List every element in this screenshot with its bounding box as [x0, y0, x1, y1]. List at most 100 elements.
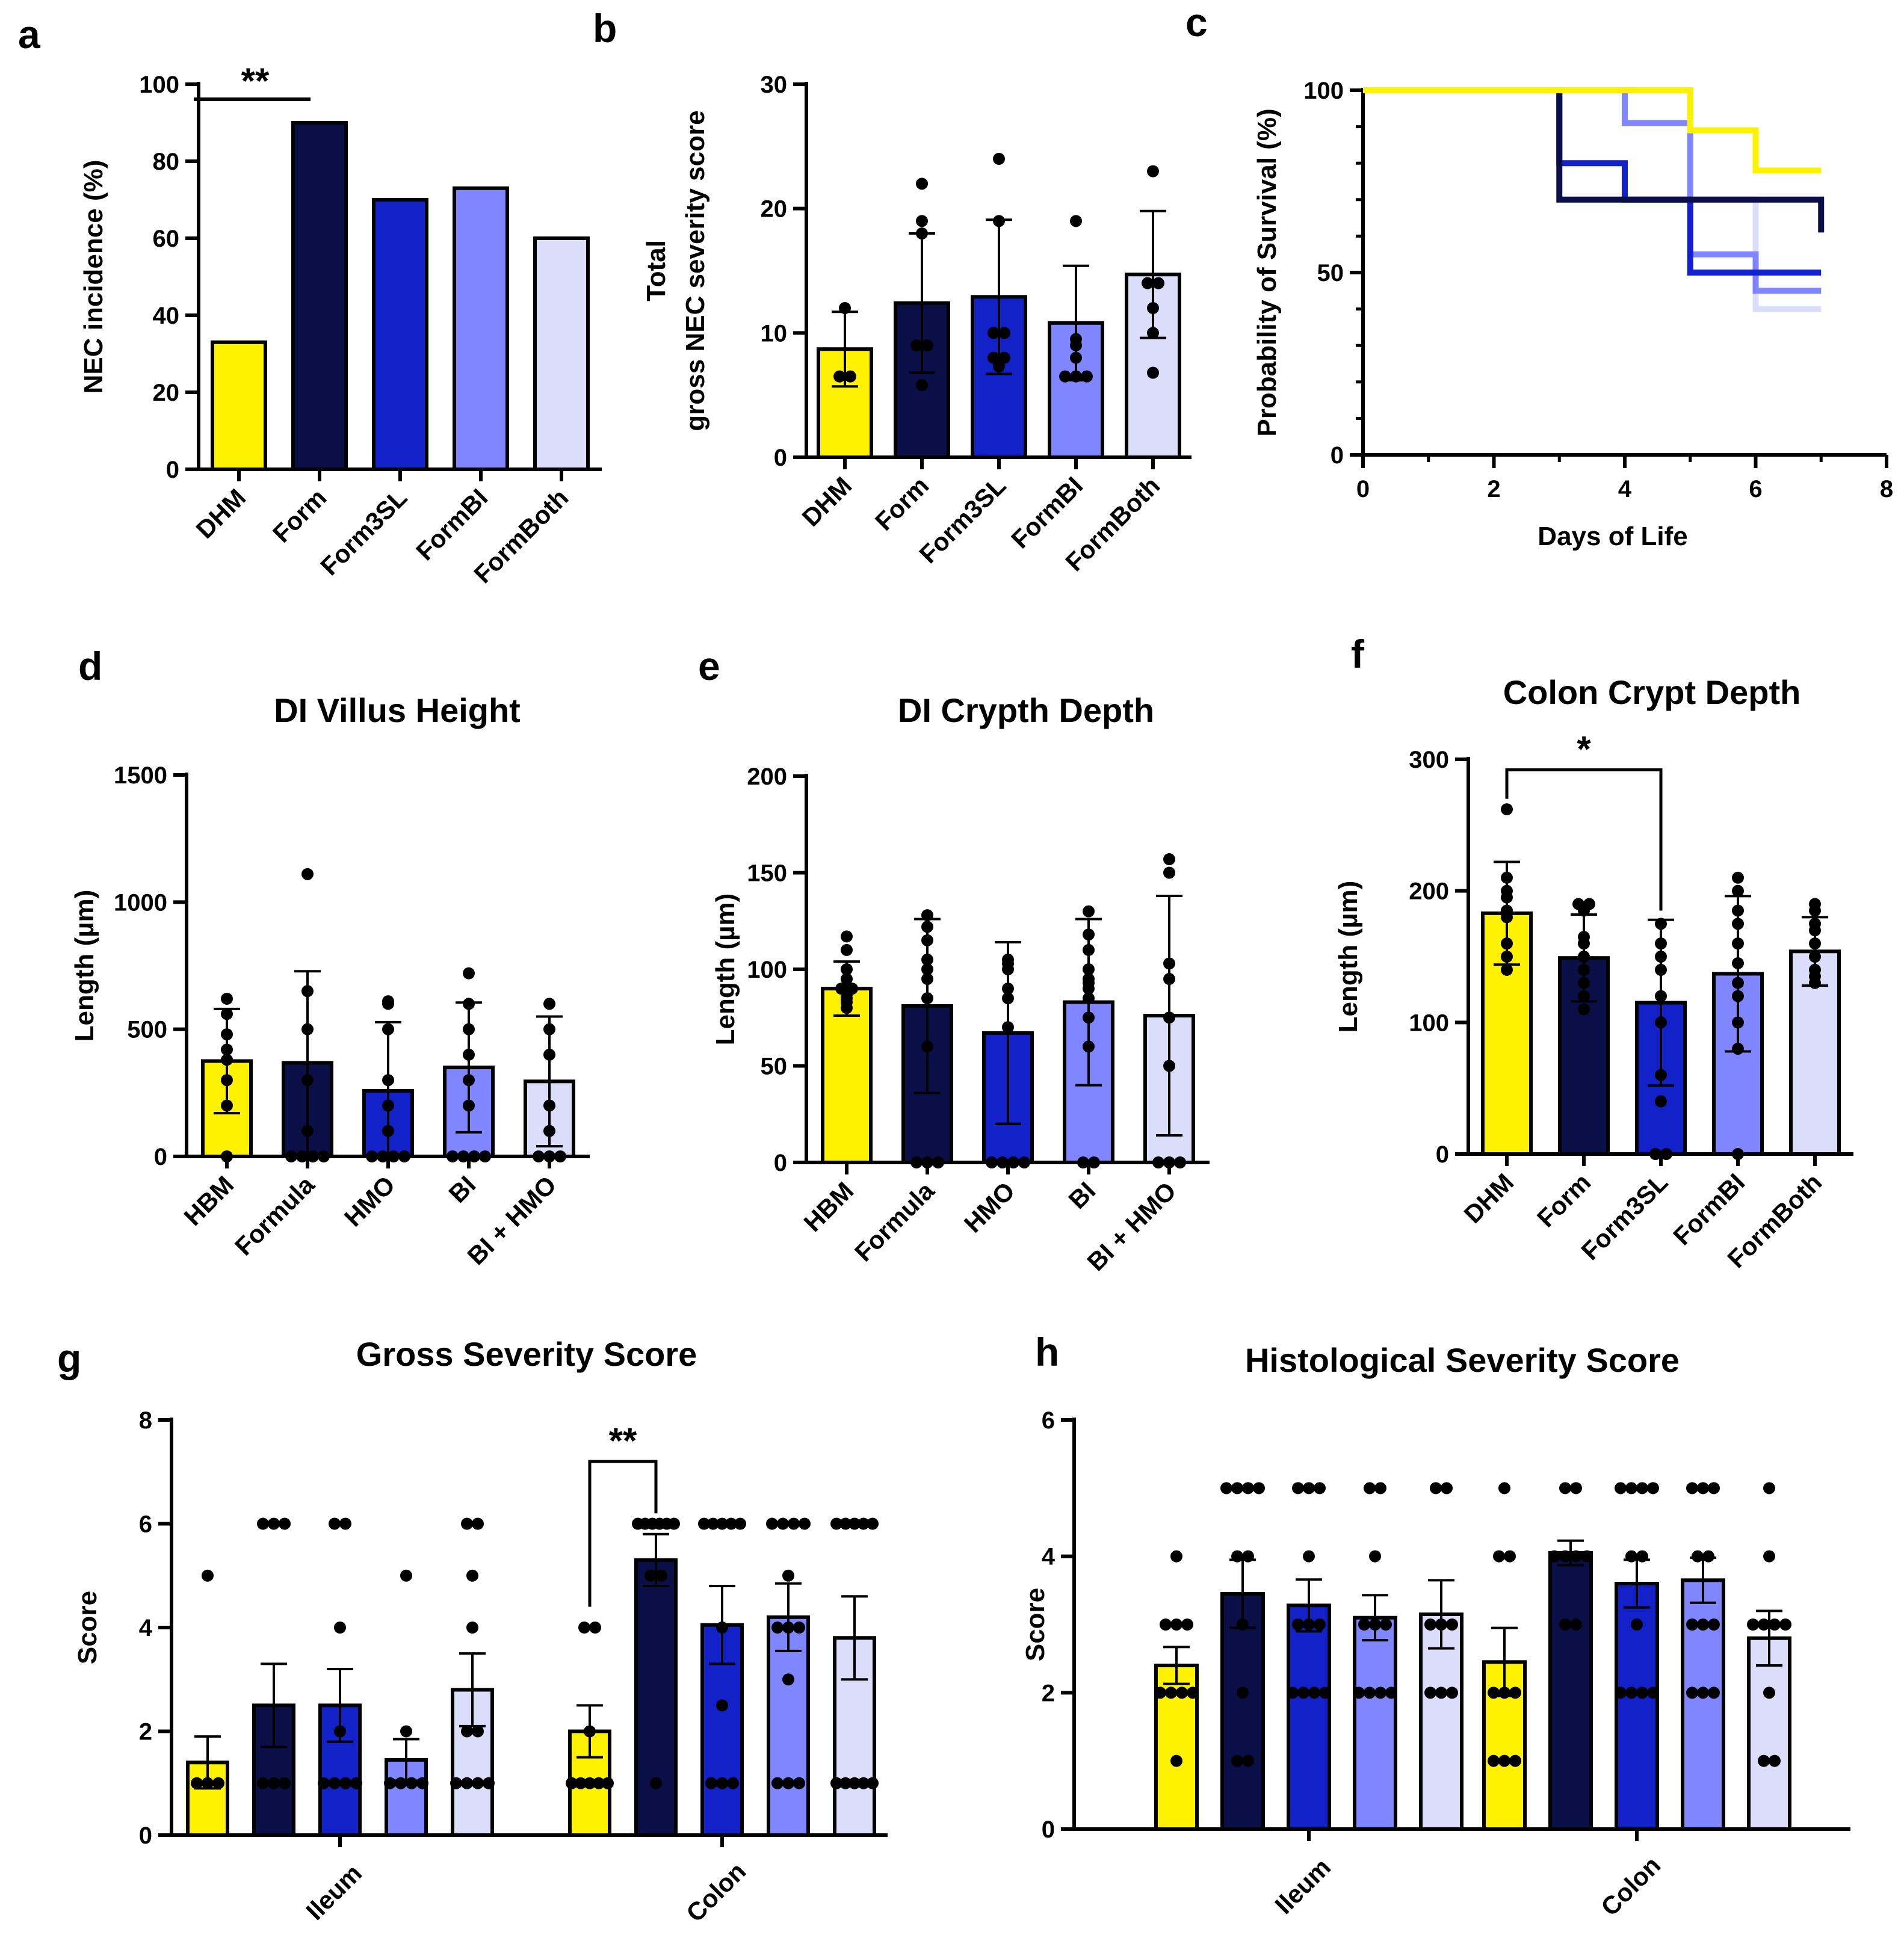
- data-point: [589, 1622, 601, 1634]
- data-point: [461, 1725, 473, 1738]
- y-tick-label: 0: [154, 1144, 167, 1170]
- y-tick-label: 0: [1042, 1816, 1055, 1843]
- survival-line-FormBI: [1363, 87, 1822, 294]
- data-point: [1763, 1482, 1775, 1495]
- y-tick-label: 8: [139, 1407, 152, 1434]
- data-point: [1501, 884, 1513, 897]
- x-tick-label: BI: [443, 1170, 481, 1208]
- data-point: [1758, 1754, 1770, 1767]
- data-point: [301, 1023, 314, 1035]
- data-point: [766, 1517, 778, 1530]
- data-point: [921, 953, 933, 966]
- panel-label: b: [593, 6, 617, 51]
- data-point: [1758, 1619, 1770, 1631]
- data-point: [279, 1777, 291, 1789]
- data-point: [698, 1517, 710, 1530]
- data-point: [1441, 1482, 1453, 1495]
- data-point: [1636, 1686, 1648, 1699]
- data-point: [334, 1622, 346, 1634]
- data-point: [461, 1777, 473, 1789]
- data-point: [1747, 1619, 1759, 1631]
- data-point: [1163, 866, 1175, 879]
- data-point: [910, 339, 923, 351]
- data-point: [1732, 937, 1744, 950]
- data-point: [782, 1622, 794, 1634]
- data-point: [1007, 1156, 1019, 1168]
- y-axis-label: Score: [1021, 1588, 1050, 1661]
- data-point: [1578, 977, 1590, 989]
- survival-line-DHM: [1363, 87, 1822, 174]
- data-point: [1002, 992, 1014, 1005]
- data-point: [602, 1777, 614, 1789]
- chart-title: Colon Crypt Depth: [1503, 673, 1801, 711]
- data-point: [848, 1517, 861, 1530]
- data-point: [221, 1043, 233, 1056]
- bar: [1220, 1592, 1265, 1831]
- data-point: [650, 1777, 662, 1789]
- data-point: [993, 153, 1005, 165]
- data-point: [339, 1777, 351, 1789]
- data-point: [566, 1777, 578, 1789]
- data-point: [1242, 1754, 1254, 1767]
- y-tick-label: 2: [139, 1719, 152, 1745]
- significance-label: *: [1577, 729, 1591, 769]
- panel-label: a: [18, 12, 41, 57]
- data-point: [1583, 898, 1595, 910]
- data-point: [841, 930, 853, 943]
- data-point: [1174, 1156, 1186, 1168]
- data-point: [257, 1777, 269, 1789]
- data-point: [395, 1777, 407, 1789]
- data-point: [318, 1777, 330, 1789]
- data-point: [1170, 1550, 1182, 1563]
- data-point: [793, 1777, 805, 1789]
- data-point: [1809, 898, 1821, 910]
- data-point: [839, 302, 851, 314]
- data-point: [584, 1725, 596, 1738]
- data-point: [1647, 1482, 1659, 1495]
- data-point: [1059, 370, 1071, 383]
- data-point: [329, 1777, 341, 1789]
- data-point: [1163, 1156, 1175, 1168]
- data-point: [1697, 1482, 1709, 1495]
- data-point: [916, 177, 928, 190]
- data-point: [921, 921, 933, 933]
- data-point: [1498, 1754, 1510, 1767]
- data-point: [1187, 1686, 1199, 1699]
- data-point: [1732, 1016, 1744, 1029]
- y-tick-label: 100: [1303, 78, 1344, 104]
- data-point: [997, 1156, 1009, 1168]
- data-point: [221, 1008, 233, 1020]
- x-tick-label: Formula: [229, 1170, 320, 1261]
- y-axis-label: Score: [73, 1591, 102, 1664]
- data-point: [212, 1777, 224, 1789]
- data-point: [466, 1569, 478, 1582]
- data-point: [1686, 1619, 1698, 1631]
- data-point: [1083, 1011, 1095, 1024]
- data-point: [279, 1517, 291, 1530]
- y-tick-label: 1500: [114, 762, 167, 789]
- chart-title: DI Crypth Depth: [898, 691, 1154, 729]
- data-point: [1170, 1619, 1182, 1631]
- data-point: [1501, 951, 1513, 963]
- panel-d: d DI Villus Height Length (µm) 0 500 1000 1500…: [70, 644, 590, 1270]
- x-tick-label: DHM: [796, 471, 857, 532]
- data-point: [1686, 1482, 1698, 1495]
- data-point: [1498, 1686, 1510, 1699]
- y-tick-label: 0: [1436, 1141, 1449, 1168]
- data-point: [1002, 1021, 1014, 1034]
- y-tick-label: 30: [761, 72, 788, 98]
- data-point: [1697, 1686, 1709, 1699]
- data-point: [543, 1048, 555, 1061]
- data-point: [463, 1074, 475, 1087]
- data-point: [1160, 1619, 1172, 1631]
- data-point: [416, 1777, 428, 1789]
- data-point: [839, 1777, 852, 1789]
- data-point: [1242, 1482, 1254, 1495]
- data-point: [788, 1517, 800, 1530]
- data-point: [1686, 1686, 1698, 1699]
- data-point: [191, 1777, 203, 1789]
- data-point: [1435, 1686, 1447, 1699]
- data-point: [1570, 1482, 1582, 1495]
- data-point: [921, 934, 933, 946]
- data-point: [377, 1150, 389, 1162]
